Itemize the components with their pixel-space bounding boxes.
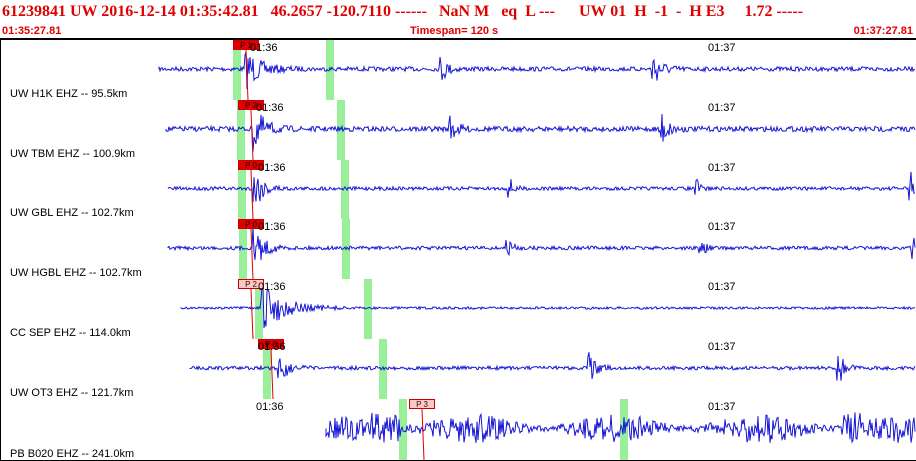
time-window-start-bar[interactable] — [237, 100, 245, 160]
channel-label: UW TBM EHZ -- 100.9km — [10, 148, 136, 160]
channel-label: CC SEP EHZ -- 114.0km — [10, 327, 131, 339]
seismogram-panel[interactable]: P 0 01:36 01:37 UW HGBL EHZ -- 102.7km — [0, 219, 916, 280]
time-tick-label: 01:36 — [256, 401, 284, 413]
header-divider — [0, 38, 916, 40]
phase-pick-flag[interactable]: P 2 — [238, 279, 264, 289]
channel-label: UW HGBL EHZ -- 102.7km — [10, 267, 142, 279]
phase-pick-flag[interactable]: P 3 — [409, 399, 435, 409]
waveform-trace — [180, 285, 916, 329]
timespan-label: Timespan= 120 s — [410, 25, 499, 37]
time-tick-label: 01:37 — [708, 102, 736, 114]
pick-marker-line[interactable] — [270, 348, 274, 399]
waveform-plot[interactable] — [1, 160, 916, 219]
time-tick-label: 01:37 — [708, 401, 736, 413]
waveform-plot[interactable] — [1, 279, 916, 339]
waveform-plot[interactable] — [1, 219, 916, 279]
time-tick-label: 01:37 — [708, 221, 736, 233]
waveform-trace — [325, 412, 916, 444]
channel-label: UW GBL EHZ -- 102.7km — [10, 207, 134, 219]
event-header: 61239841 UW 2016-12-14 01:35:42.81 46.26… — [0, 0, 916, 40]
seismogram-panel[interactable]: P 3 01:36 01:37 PB B020 EHZ -- 241.0km — [0, 399, 916, 461]
time-window-end-bar[interactable] — [620, 399, 628, 460]
time-tick-label: 01:36 — [256, 102, 284, 114]
window-start-time: 01:35:27.81 — [2, 25, 62, 37]
window-end-time: 01:37:27.81 — [853, 25, 913, 37]
pick-marker-line[interactable] — [421, 408, 425, 460]
time-window-start-bar[interactable] — [255, 279, 263, 339]
channel-label: PB B020 EHZ -- 241.0km — [10, 448, 135, 460]
time-tick-label: 01:37 — [708, 42, 736, 54]
waveform-trace — [167, 171, 915, 203]
time-tick-label: 01:36 — [258, 162, 286, 174]
pick-marker-line[interactable] — [250, 288, 254, 339]
waveform-trace — [167, 226, 916, 261]
time-window-start-bar[interactable] — [263, 339, 271, 399]
phase-pick-flag[interactable]: P 1 — [233, 40, 259, 50]
seismogram-panels[interactable]: P 1 01:36 01:37 UW H1K EHZ -- 95.5km P 2 01:3… — [0, 40, 916, 461]
pick-marker-line[interactable] — [250, 169, 254, 219]
pick-marker-line[interactable] — [250, 228, 254, 279]
seismogram-panel[interactable]: P 0 01:36 01:37 UW GBL EHZ -- 102.7km — [0, 160, 916, 220]
waveform-plot[interactable] — [1, 339, 916, 399]
pick-marker-line[interactable] — [245, 49, 249, 100]
waveform-plot[interactable] — [1, 100, 916, 160]
time-window-end-bar[interactable] — [364, 279, 372, 339]
time-window-end-bar[interactable] — [326, 40, 334, 100]
waveform-trace — [165, 114, 916, 152]
time-tick-label: 01:37 — [708, 341, 736, 353]
channel-label: UW OT3 EHZ -- 121.7km — [10, 387, 134, 399]
waveform-plot[interactable] — [1, 399, 916, 460]
time-tick-label: 01:36 — [258, 221, 286, 233]
seismogram-panel[interactable]: P 2 01:36 01:37 CC SEP EHZ -- 114.0km — [0, 279, 916, 340]
waveform-plot[interactable] — [1, 40, 916, 100]
time-tick-label: 01:36 — [258, 341, 286, 353]
phase-pick-flag[interactable]: P 2 — [238, 100, 264, 110]
phase-pick-flag[interactable]: P 0 — [258, 339, 284, 349]
event-summary-title: 61239841 UW 2016-12-14 01:35:42.81 46.26… — [2, 3, 804, 20]
time-window-start-bar[interactable] — [233, 40, 241, 100]
seismogram-panel[interactable]: P 0 01:36 01:37 UW OT3 EHZ -- 121.7km — [0, 339, 916, 400]
channel-label: UW H1K EHZ -- 95.5km — [10, 88, 128, 100]
pick-marker-line[interactable] — [250, 109, 254, 160]
phase-pick-flag[interactable]: P 0 — [238, 160, 264, 170]
time-window-end-bar[interactable] — [341, 160, 349, 219]
time-tick-label: 01:36 — [258, 281, 286, 293]
waveform-trace — [189, 352, 916, 381]
seismogram-panel[interactable]: P 1 01:36 01:37 UW H1K EHZ -- 95.5km — [0, 40, 916, 101]
time-tick-label: 01:37 — [708, 162, 736, 174]
time-tick-label: 01:37 — [708, 281, 736, 293]
time-tick-label: 01:36 — [250, 42, 278, 54]
phase-pick-flag[interactable]: P 0 — [238, 219, 264, 229]
time-window-end-bar[interactable] — [379, 339, 387, 399]
seismogram-panel[interactable]: P 2 01:36 01:37 UW TBM EHZ -- 100.9km — [0, 100, 916, 161]
waveform-trace — [158, 51, 916, 90]
